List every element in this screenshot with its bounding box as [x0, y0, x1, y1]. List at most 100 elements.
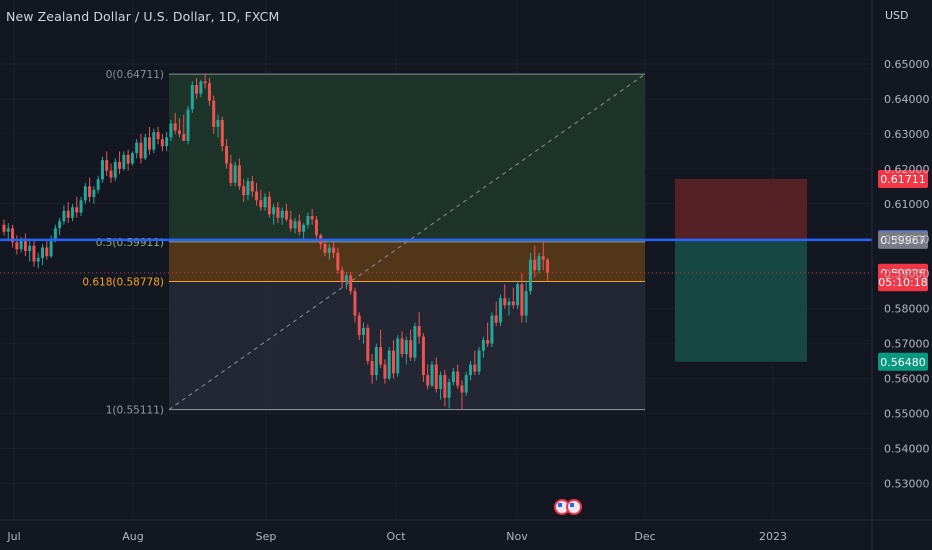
candle-body [83, 186, 87, 201]
candle-body [276, 207, 280, 218]
candle-body [434, 364, 438, 390]
y-tick-label: 0.63000 [884, 128, 930, 141]
candle-body [537, 256, 541, 271]
candle-body [250, 181, 254, 192]
candle-body [135, 142, 139, 154]
candle-body [387, 350, 391, 379]
candle-body [186, 109, 190, 141]
x-tick-label: Nov [506, 530, 528, 543]
candle-body [498, 298, 502, 323]
x-tick-label: 2023 [759, 530, 787, 543]
y-tick-label: 0.53000 [884, 477, 930, 490]
candle-body [263, 196, 267, 208]
candle-body [447, 382, 451, 398]
y-tick-label: 0.59000 [884, 268, 930, 281]
candle-body [109, 170, 113, 178]
candle-body [473, 364, 477, 372]
candle-body [511, 301, 515, 306]
y-tick-label: 0.62000 [884, 163, 930, 176]
candle-body [88, 186, 92, 197]
candle-body [225, 146, 229, 164]
candle-body [302, 224, 306, 232]
candle-body [58, 221, 62, 229]
y-tick-label: 0.54000 [884, 442, 930, 455]
candle-body [524, 291, 528, 316]
candle-body [349, 275, 353, 292]
candle-body [430, 364, 434, 386]
candle-body [366, 327, 370, 362]
candle-body [259, 200, 263, 208]
candle-body [229, 163, 233, 183]
candle-body [233, 165, 237, 183]
candle-body [122, 154, 126, 169]
candle-body [516, 284, 520, 306]
y-tick-label: 0.65000 [884, 58, 930, 71]
symbol-title[interactable]: New Zealand Dollar / U.S. Dollar, 1D, FX… [6, 9, 280, 24]
candle-body [66, 210, 70, 218]
candle-body [156, 132, 160, 140]
candle-body [306, 216, 310, 225]
y-tick-label: 0.56000 [884, 373, 930, 386]
candle-body [195, 84, 199, 94]
candle-body [19, 240, 23, 250]
candle-body [409, 340, 413, 358]
candle-body [284, 210, 288, 220]
candle-body [41, 247, 45, 258]
fib-level-label: 0(0.64711) [106, 69, 164, 81]
candle-body [481, 340, 485, 351]
candle-body [177, 130, 181, 134]
candle-body [118, 161, 122, 169]
candle-body [332, 247, 336, 253]
candle-body [23, 240, 27, 251]
fib-zone-golden [169, 241, 645, 282]
y-tick-label: 0.60000 [884, 233, 930, 246]
candle-body [182, 133, 186, 141]
candle-body [370, 361, 374, 376]
y-tick-label: 0.58000 [884, 303, 930, 316]
candle-body [207, 83, 211, 101]
candle-body [469, 364, 473, 376]
fib-level-label: 1(0.55111) [106, 405, 164, 417]
candle-body [237, 165, 241, 187]
candle-body [143, 137, 147, 159]
candle-body [36, 257, 40, 262]
candle-body [70, 207, 74, 218]
price-label: 0.56480 [880, 356, 926, 369]
candle-body [344, 275, 348, 283]
candle-body [541, 256, 545, 260]
price-label-box [878, 352, 928, 371]
candle-body [400, 338, 404, 355]
candle-body [212, 100, 216, 127]
candle-body [199, 81, 203, 94]
candle-body [520, 284, 524, 316]
y-tick-label: 0.57000 [884, 338, 930, 351]
overlays: 0.617110.599880.599670.5902605:10:180.56… [0, 169, 928, 515]
currency-label[interactable]: USD [885, 9, 909, 22]
candle-body [267, 196, 271, 215]
x-tick-label: Oct [386, 530, 406, 543]
candle-body [32, 245, 36, 262]
candle-body [528, 259, 532, 292]
candle-body [242, 186, 246, 196]
candle-body [443, 375, 447, 398]
candle-body [6, 228, 10, 232]
candle-body [357, 315, 361, 335]
candle-body [379, 347, 383, 365]
candle-body [314, 219, 318, 236]
candle-body [340, 270, 344, 283]
candle-body [494, 315, 498, 323]
price-label: 0.61711 [880, 173, 926, 186]
candle-body [160, 139, 164, 147]
candle-body [486, 340, 490, 344]
candle-body [404, 340, 408, 355]
event-flag-canton [570, 503, 574, 507]
candle-body [255, 191, 259, 201]
candle-body [246, 181, 250, 196]
candle-body [28, 245, 32, 251]
candle-body [362, 327, 366, 335]
candle-body [15, 242, 19, 250]
candle-body [546, 259, 550, 273]
candle-body [353, 291, 357, 316]
